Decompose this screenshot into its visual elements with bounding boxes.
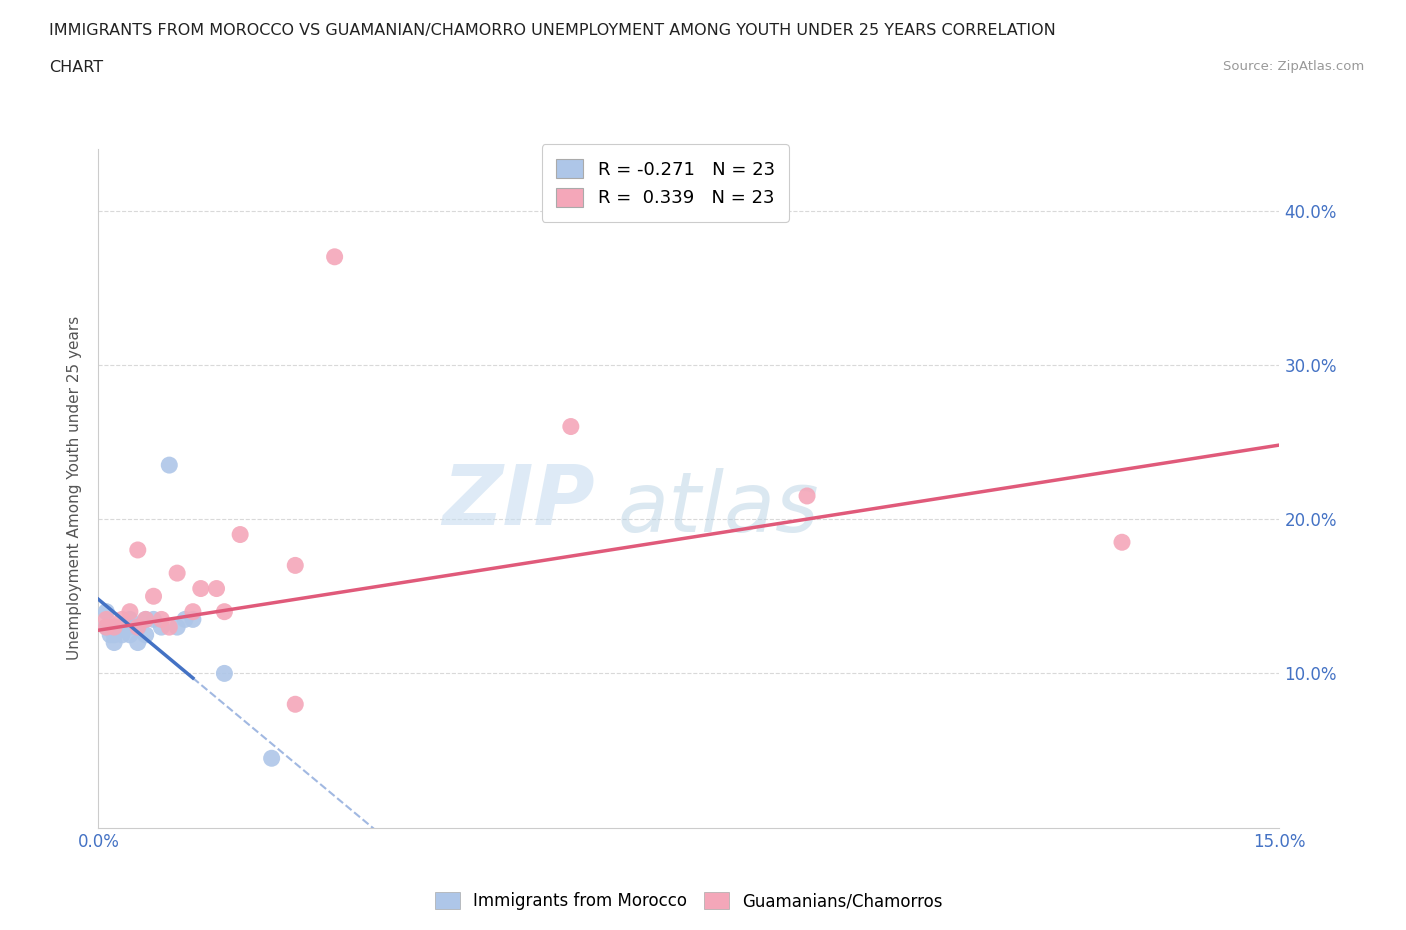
Point	[174, 612, 197, 627]
Point	[111, 619, 134, 634]
Point	[118, 619, 141, 634]
Point	[111, 612, 134, 627]
Point	[166, 565, 188, 580]
Point	[98, 628, 121, 643]
Text: CHART: CHART	[49, 60, 103, 75]
Point	[229, 527, 252, 542]
Legend: R = -0.271   N = 23, R =  0.339   N = 23: R = -0.271 N = 23, R = 0.339 N = 23	[541, 144, 789, 222]
Point	[284, 697, 307, 711]
Point	[127, 635, 149, 650]
Point	[127, 619, 149, 634]
Point	[157, 458, 180, 472]
Point	[127, 542, 149, 557]
Point	[166, 619, 188, 634]
Point	[150, 612, 173, 627]
Text: atlas: atlas	[619, 468, 820, 549]
Point	[103, 635, 125, 650]
Point	[157, 619, 180, 634]
Point	[214, 604, 236, 619]
Point	[323, 249, 346, 264]
Point	[103, 628, 125, 643]
Point	[205, 581, 228, 596]
Legend: Immigrants from Morocco, Guamanians/Chamorros: Immigrants from Morocco, Guamanians/Cham…	[429, 885, 949, 917]
Point	[142, 589, 165, 604]
Point	[127, 619, 149, 634]
Point	[118, 628, 141, 643]
Point	[96, 619, 118, 634]
Point	[150, 619, 173, 634]
Point	[103, 619, 125, 634]
Text: IMMIGRANTS FROM MOROCCO VS GUAMANIAN/CHAMORRO UNEMPLOYMENT AMONG YOUTH UNDER 25 : IMMIGRANTS FROM MOROCCO VS GUAMANIAN/CHA…	[49, 23, 1056, 38]
Point	[181, 604, 204, 619]
Point	[260, 751, 283, 765]
Point	[284, 558, 307, 573]
Point	[96, 604, 118, 619]
Point	[96, 612, 118, 627]
Y-axis label: Unemployment Among Youth under 25 years: Unemployment Among Youth under 25 years	[67, 316, 83, 660]
Point	[96, 619, 118, 634]
Point	[118, 604, 141, 619]
Point	[103, 619, 125, 634]
Point	[214, 666, 236, 681]
Text: Source: ZipAtlas.com: Source: ZipAtlas.com	[1223, 60, 1364, 73]
Text: ZIP: ZIP	[441, 461, 595, 542]
Point	[118, 612, 141, 627]
Point	[181, 612, 204, 627]
Point	[135, 612, 157, 627]
Point	[1111, 535, 1133, 550]
Point	[135, 612, 157, 627]
Point	[560, 419, 582, 434]
Point	[796, 488, 818, 503]
Point	[111, 628, 134, 643]
Point	[142, 612, 165, 627]
Point	[135, 628, 157, 643]
Point	[190, 581, 212, 596]
